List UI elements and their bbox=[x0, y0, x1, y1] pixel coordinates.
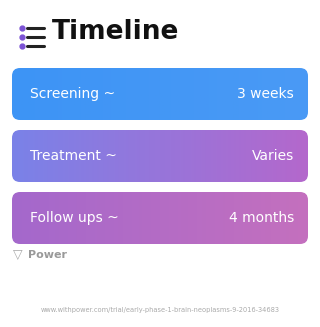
FancyBboxPatch shape bbox=[12, 130, 308, 182]
Text: 3 weeks: 3 weeks bbox=[237, 87, 294, 101]
Text: Treatment ~: Treatment ~ bbox=[30, 149, 117, 163]
Text: www.withpower.com/trial/early-phase-1-brain-neoplasms-9-2016-34683: www.withpower.com/trial/early-phase-1-br… bbox=[41, 307, 279, 313]
Text: Screening ~: Screening ~ bbox=[30, 87, 115, 101]
Text: 4 months: 4 months bbox=[229, 211, 294, 225]
FancyBboxPatch shape bbox=[12, 192, 308, 244]
Text: Varies: Varies bbox=[252, 149, 294, 163]
Text: Timeline: Timeline bbox=[52, 19, 180, 45]
FancyBboxPatch shape bbox=[12, 68, 308, 120]
Text: ▽: ▽ bbox=[13, 249, 23, 262]
Text: Power: Power bbox=[28, 250, 67, 260]
Text: Follow ups ~: Follow ups ~ bbox=[30, 211, 119, 225]
